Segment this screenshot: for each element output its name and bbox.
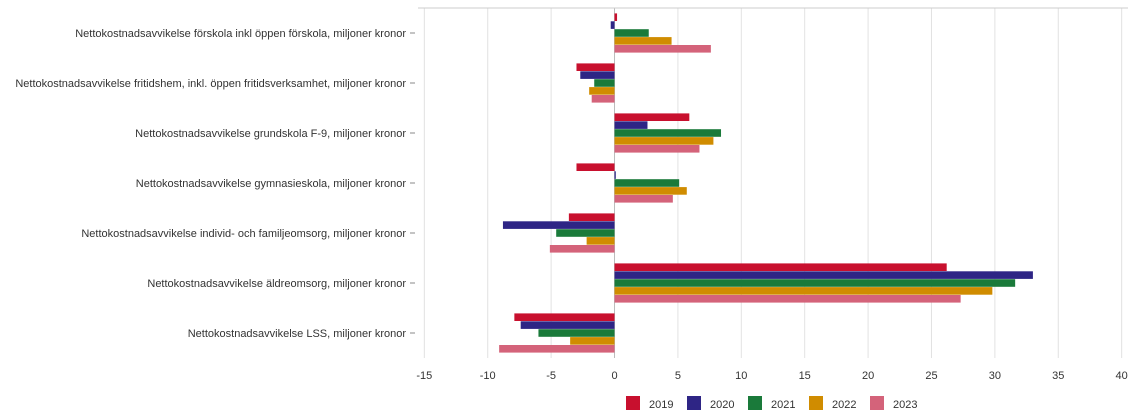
bar-2021: [614, 129, 722, 137]
category-labels: Nettokostnadsavvikelse förskola inkl öpp…: [15, 28, 415, 340]
bar-2019: [614, 113, 690, 121]
bar-2020: [614, 271, 1033, 279]
bar-2022: [614, 187, 687, 195]
legend-label-2019[interactable]: 2019: [649, 399, 673, 411]
x-tick-label: 20: [862, 370, 874, 382]
category-label: Nettokostnadsavvikelse fritidshem, inkl.…: [15, 78, 406, 90]
bar-2020: [580, 71, 615, 79]
bar-2023: [549, 245, 615, 253]
legend-label-2020[interactable]: 2020: [710, 399, 734, 411]
category-label: Nettokostnadsavvikelse grundskola F-9, m…: [135, 128, 406, 140]
x-tick-label: 10: [735, 370, 747, 382]
legend-label-2021[interactable]: 2021: [771, 399, 795, 411]
bar-2022: [586, 237, 615, 245]
bar-2021: [556, 229, 615, 237]
x-tick-label: -15: [416, 370, 432, 382]
bar-2023: [614, 295, 961, 303]
bar-2020: [520, 321, 615, 329]
legend-label-2022[interactable]: 2022: [832, 399, 856, 411]
bar-2021: [614, 29, 649, 37]
bar-2020: [614, 121, 648, 129]
bar-2023: [591, 95, 615, 103]
bar-2022: [614, 37, 672, 45]
bar-2019: [576, 63, 615, 71]
bar-2022: [589, 87, 615, 95]
bar-2020: [614, 171, 616, 179]
bar-2019: [614, 263, 947, 271]
legend: 2019 2020 2021 2022 2023: [626, 396, 917, 411]
grid-lines: [423, 8, 1123, 358]
bar-2022: [614, 287, 993, 295]
category-label: Nettokostnadsavvikelse äldreomsorg, milj…: [147, 278, 406, 290]
x-tick-label: 0: [611, 370, 617, 382]
x-tick-labels: -15 -10 -5 0 5 10 15 20 25 30 35 40: [416, 370, 1127, 382]
bar-2021: [594, 79, 615, 87]
x-tick-label: -10: [480, 370, 496, 382]
x-tick-label: 35: [1052, 370, 1064, 382]
legend-swatch-2020[interactable]: [687, 396, 701, 410]
category-label: Nettokostnadsavvikelse gymnasieskola, mi…: [136, 178, 407, 190]
bar-2023: [614, 195, 673, 203]
legend-label-2023[interactable]: 2023: [893, 399, 917, 411]
bar-2019: [514, 313, 615, 321]
x-tick-label: 25: [925, 370, 937, 382]
category-label: Nettokostnadsavvikelse individ- och fami…: [81, 228, 406, 240]
legend-swatch-2022[interactable]: [809, 396, 823, 410]
bars: [499, 13, 1033, 353]
bar-2021: [614, 179, 680, 187]
legend-swatch-2019[interactable]: [626, 396, 640, 410]
bar-2022: [570, 337, 615, 345]
bar-2020: [502, 221, 615, 229]
category-label: Nettokostnadsavvikelse LSS, miljoner kro…: [188, 328, 407, 340]
bar-2022: [614, 137, 714, 145]
x-tick-label: 5: [675, 370, 681, 382]
bar-2020: [610, 21, 615, 29]
legend-swatch-2023[interactable]: [870, 396, 884, 410]
x-tick-label: 15: [799, 370, 811, 382]
bar-2023: [499, 345, 615, 353]
legend-swatch-2021[interactable]: [748, 396, 762, 410]
bar-2023: [614, 45, 711, 53]
x-tick-label: -5: [546, 370, 556, 382]
x-tick-label: 30: [989, 370, 1001, 382]
bar-2021: [538, 329, 615, 337]
x-tick-label: 40: [1116, 370, 1128, 382]
bar-2023: [614, 145, 700, 153]
bar-2019: [568, 213, 615, 221]
bar-2019: [576, 163, 615, 171]
category-label: Nettokostnadsavvikelse förskola inkl öpp…: [75, 28, 406, 40]
bar-2019: [614, 13, 618, 21]
bar-2021: [614, 279, 1016, 287]
